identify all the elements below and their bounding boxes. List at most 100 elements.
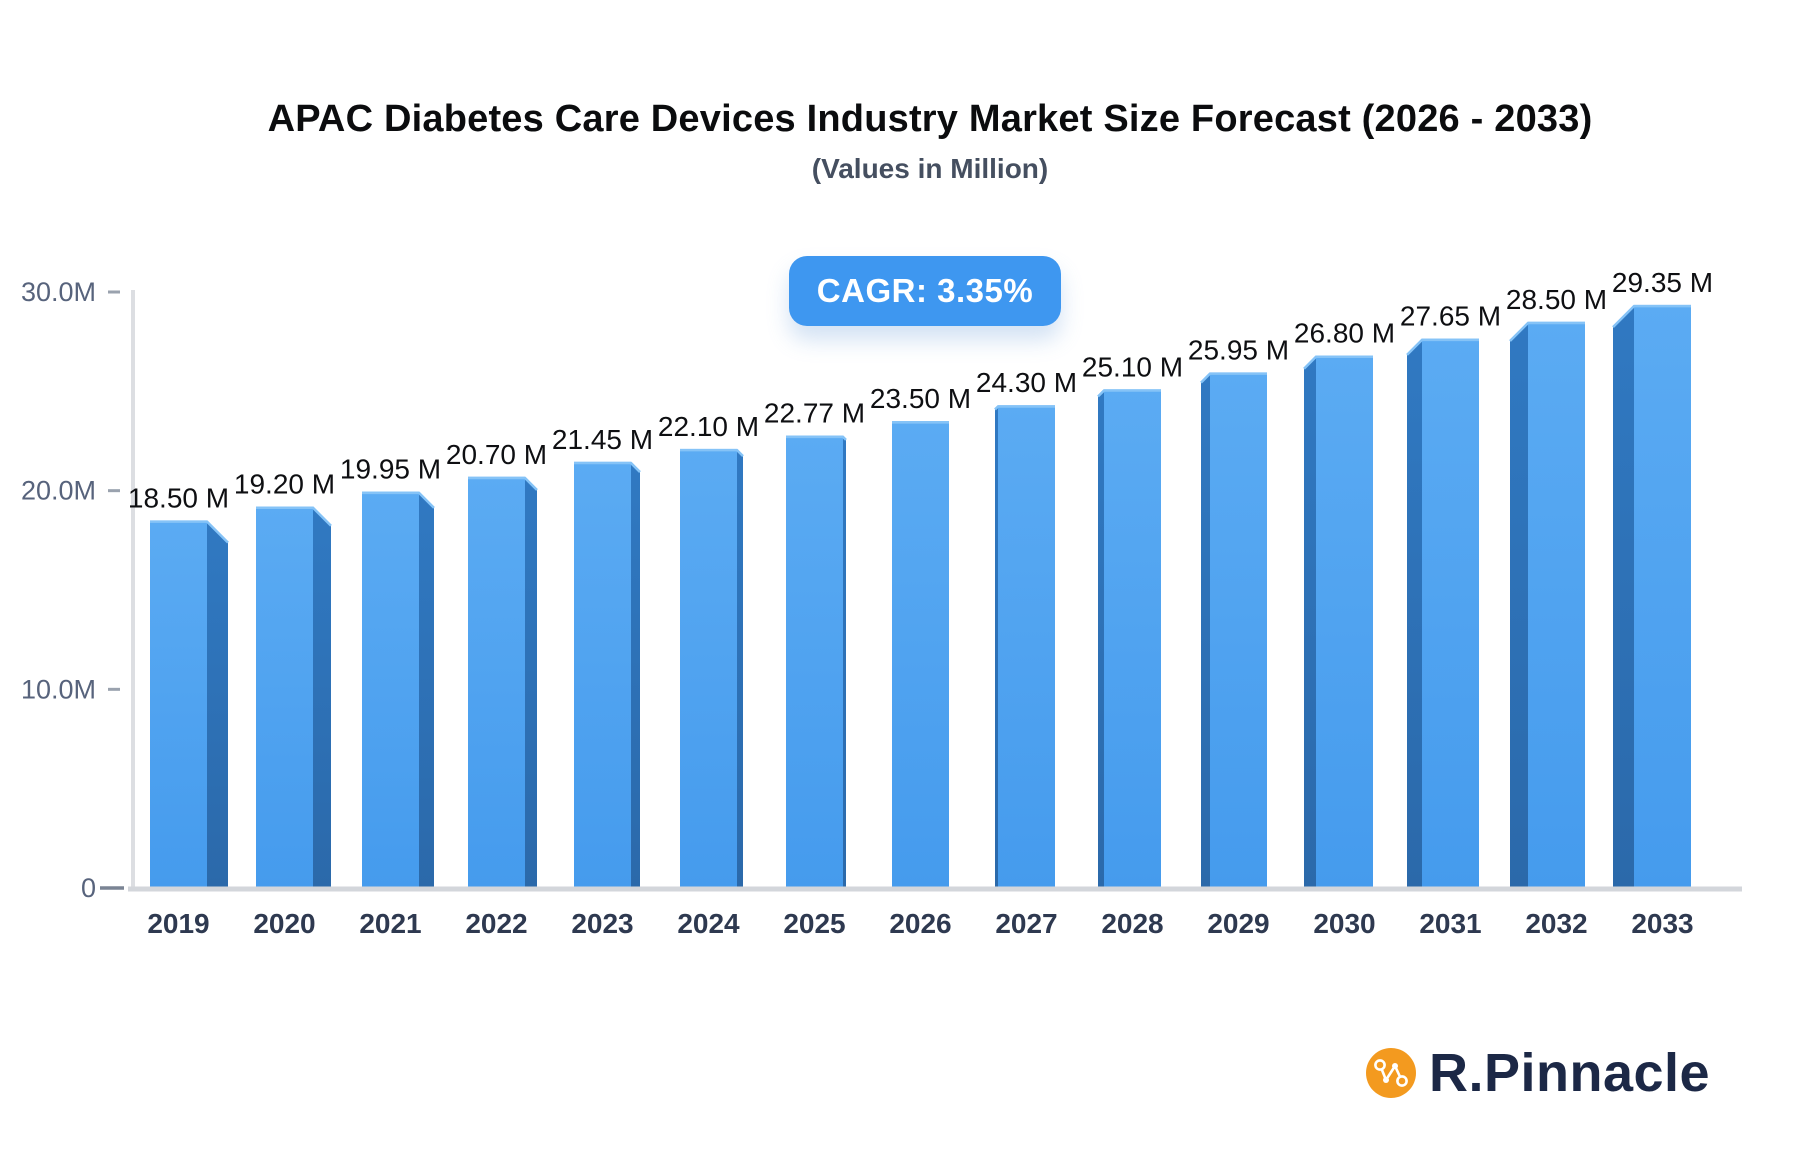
x-axis-label: 2030 <box>1313 908 1375 939</box>
bar-top-edge <box>1097 389 1161 398</box>
bar-top-edge <box>574 461 641 473</box>
bar-top-edge <box>362 491 435 509</box>
bar-value-label: 22.10 M <box>658 411 759 442</box>
bar-group-2026: 23.50 M 2026 <box>870 383 971 939</box>
bar-side <box>737 448 743 888</box>
bar-side <box>995 405 998 888</box>
x-axis-label: 2024 <box>677 908 740 939</box>
bar-top-edge <box>786 435 847 441</box>
bar-group-2019: 18.50 M 2019 <box>128 482 229 939</box>
x-axis-label: 2025 <box>783 908 845 939</box>
bar-side <box>631 461 640 888</box>
bar-side <box>1510 321 1528 888</box>
bar-group-2021: 19.95 M 2021 <box>340 454 441 939</box>
bar-face <box>998 405 1055 888</box>
bar-value-label: 18.50 M <box>128 482 229 513</box>
y-axis-label: 30.0M <box>21 277 96 307</box>
bar-side <box>1304 355 1316 888</box>
x-axis-label: 2019 <box>147 908 209 939</box>
bar-value-label: 22.77 M <box>764 398 865 429</box>
bar-top-edge <box>1509 321 1585 342</box>
y-axis-label: 0 <box>81 873 96 903</box>
bar-value-label: 20.70 M <box>446 439 547 470</box>
bar-face <box>1634 304 1691 888</box>
bar-value-label: 25.10 M <box>1082 351 1183 382</box>
x-axis-label: 2029 <box>1207 908 1269 939</box>
bar-group-2022: 20.70 M 2022 <box>446 439 547 939</box>
network-nodes-icon <box>1366 1048 1416 1098</box>
logo-text: R.Pinnacle <box>1429 1043 1711 1103</box>
chart-title: APAC Diabetes Care Devices Industry Mark… <box>267 98 1593 140</box>
bar-side <box>313 506 331 888</box>
bar-top-edge <box>1406 338 1479 356</box>
bar-group-2023: 21.45 M 2023 <box>552 424 653 939</box>
bar-group-2031: 27.65 M 2031 <box>1400 301 1501 939</box>
bar-value-label: 27.65 M <box>1400 301 1501 332</box>
chart-header: APAC Diabetes Care Devices Industry Mark… <box>70 98 1790 185</box>
x-axis-label: 2026 <box>889 908 951 939</box>
bar-face <box>786 435 843 888</box>
bar-group-2028: 25.10 M 2028 <box>1082 351 1183 939</box>
bar-side <box>843 435 846 888</box>
bar-face <box>892 421 949 888</box>
bar-top-edge <box>256 506 332 527</box>
bar-value-label: 25.95 M <box>1188 334 1289 365</box>
bar-face <box>1422 338 1479 889</box>
bar-value-label: 21.45 M <box>552 424 653 455</box>
bar-face <box>1528 321 1585 888</box>
brand-logo: R.Pinnacle <box>1366 1042 1710 1104</box>
y-axis-label: 20.0M <box>21 476 96 506</box>
bar-value-label: 19.95 M <box>340 454 441 485</box>
bar-face <box>150 520 207 888</box>
bar-face <box>680 448 737 888</box>
bar-side <box>1201 372 1210 889</box>
bar-value-label: 19.20 M <box>234 469 335 500</box>
bar-group-2024: 22.10 M 2024 <box>658 411 759 939</box>
bar-value-label: 29.35 M <box>1612 267 1713 298</box>
bar-face <box>362 491 419 888</box>
bar-face <box>468 476 525 888</box>
bar-face <box>574 461 631 888</box>
bar-top-edge <box>680 448 744 458</box>
bar-top-edge <box>1303 355 1373 370</box>
bar-value-label: 23.50 M <box>870 383 971 414</box>
bar-group-2027: 24.30 M 2027 <box>976 367 1077 939</box>
bar-group-2025: 22.77 M 2025 <box>764 398 865 939</box>
x-axis-label: 2020 <box>253 908 315 939</box>
x-axis-label: 2032 <box>1525 908 1587 939</box>
x-axis-label: 2027 <box>995 908 1057 939</box>
bar-top-edge <box>150 520 229 544</box>
bar-side <box>525 476 537 888</box>
bar-face <box>1316 355 1373 888</box>
bar-value-label: 24.30 M <box>976 367 1077 398</box>
bar-top-edge <box>1200 372 1267 384</box>
bar-face <box>256 506 313 888</box>
x-axis-label: 2023 <box>571 908 633 939</box>
x-axis-label: 2021 <box>359 908 421 939</box>
bar-top-edge <box>468 476 538 491</box>
bar-top-edge <box>1612 304 1691 328</box>
bar-face <box>1210 372 1267 889</box>
bar-group-2020: 19.20 M 2020 <box>234 469 335 939</box>
bar-side <box>207 520 228 888</box>
x-axis-label: 2031 <box>1419 908 1481 939</box>
chart-subtitle: (Values in Million) <box>811 153 1049 184</box>
bar-side <box>419 491 434 888</box>
bar-value-label: 28.50 M <box>1506 284 1607 315</box>
bar-value-label: 26.80 M <box>1294 318 1395 349</box>
y-axis-label: 10.0M <box>21 674 96 704</box>
bar-group-2030: 26.80 M 2030 <box>1294 318 1395 939</box>
bar-side <box>1613 304 1634 888</box>
cagr-badge: CAGR: 3.35% <box>789 256 1061 326</box>
bar-side <box>1407 338 1422 889</box>
x-axis-label: 2033 <box>1631 908 1693 939</box>
x-axis-label: 2022 <box>465 908 527 939</box>
bar-side <box>1098 389 1104 888</box>
x-axis-label: 2028 <box>1101 908 1163 939</box>
bar-face <box>1104 389 1161 888</box>
bar-group-2032: 28.50 M 2032 <box>1506 284 1607 939</box>
bar-group-2029: 25.95 M 2029 <box>1188 334 1289 939</box>
bar-group-2033: 29.35 M 2033 <box>1612 267 1713 939</box>
